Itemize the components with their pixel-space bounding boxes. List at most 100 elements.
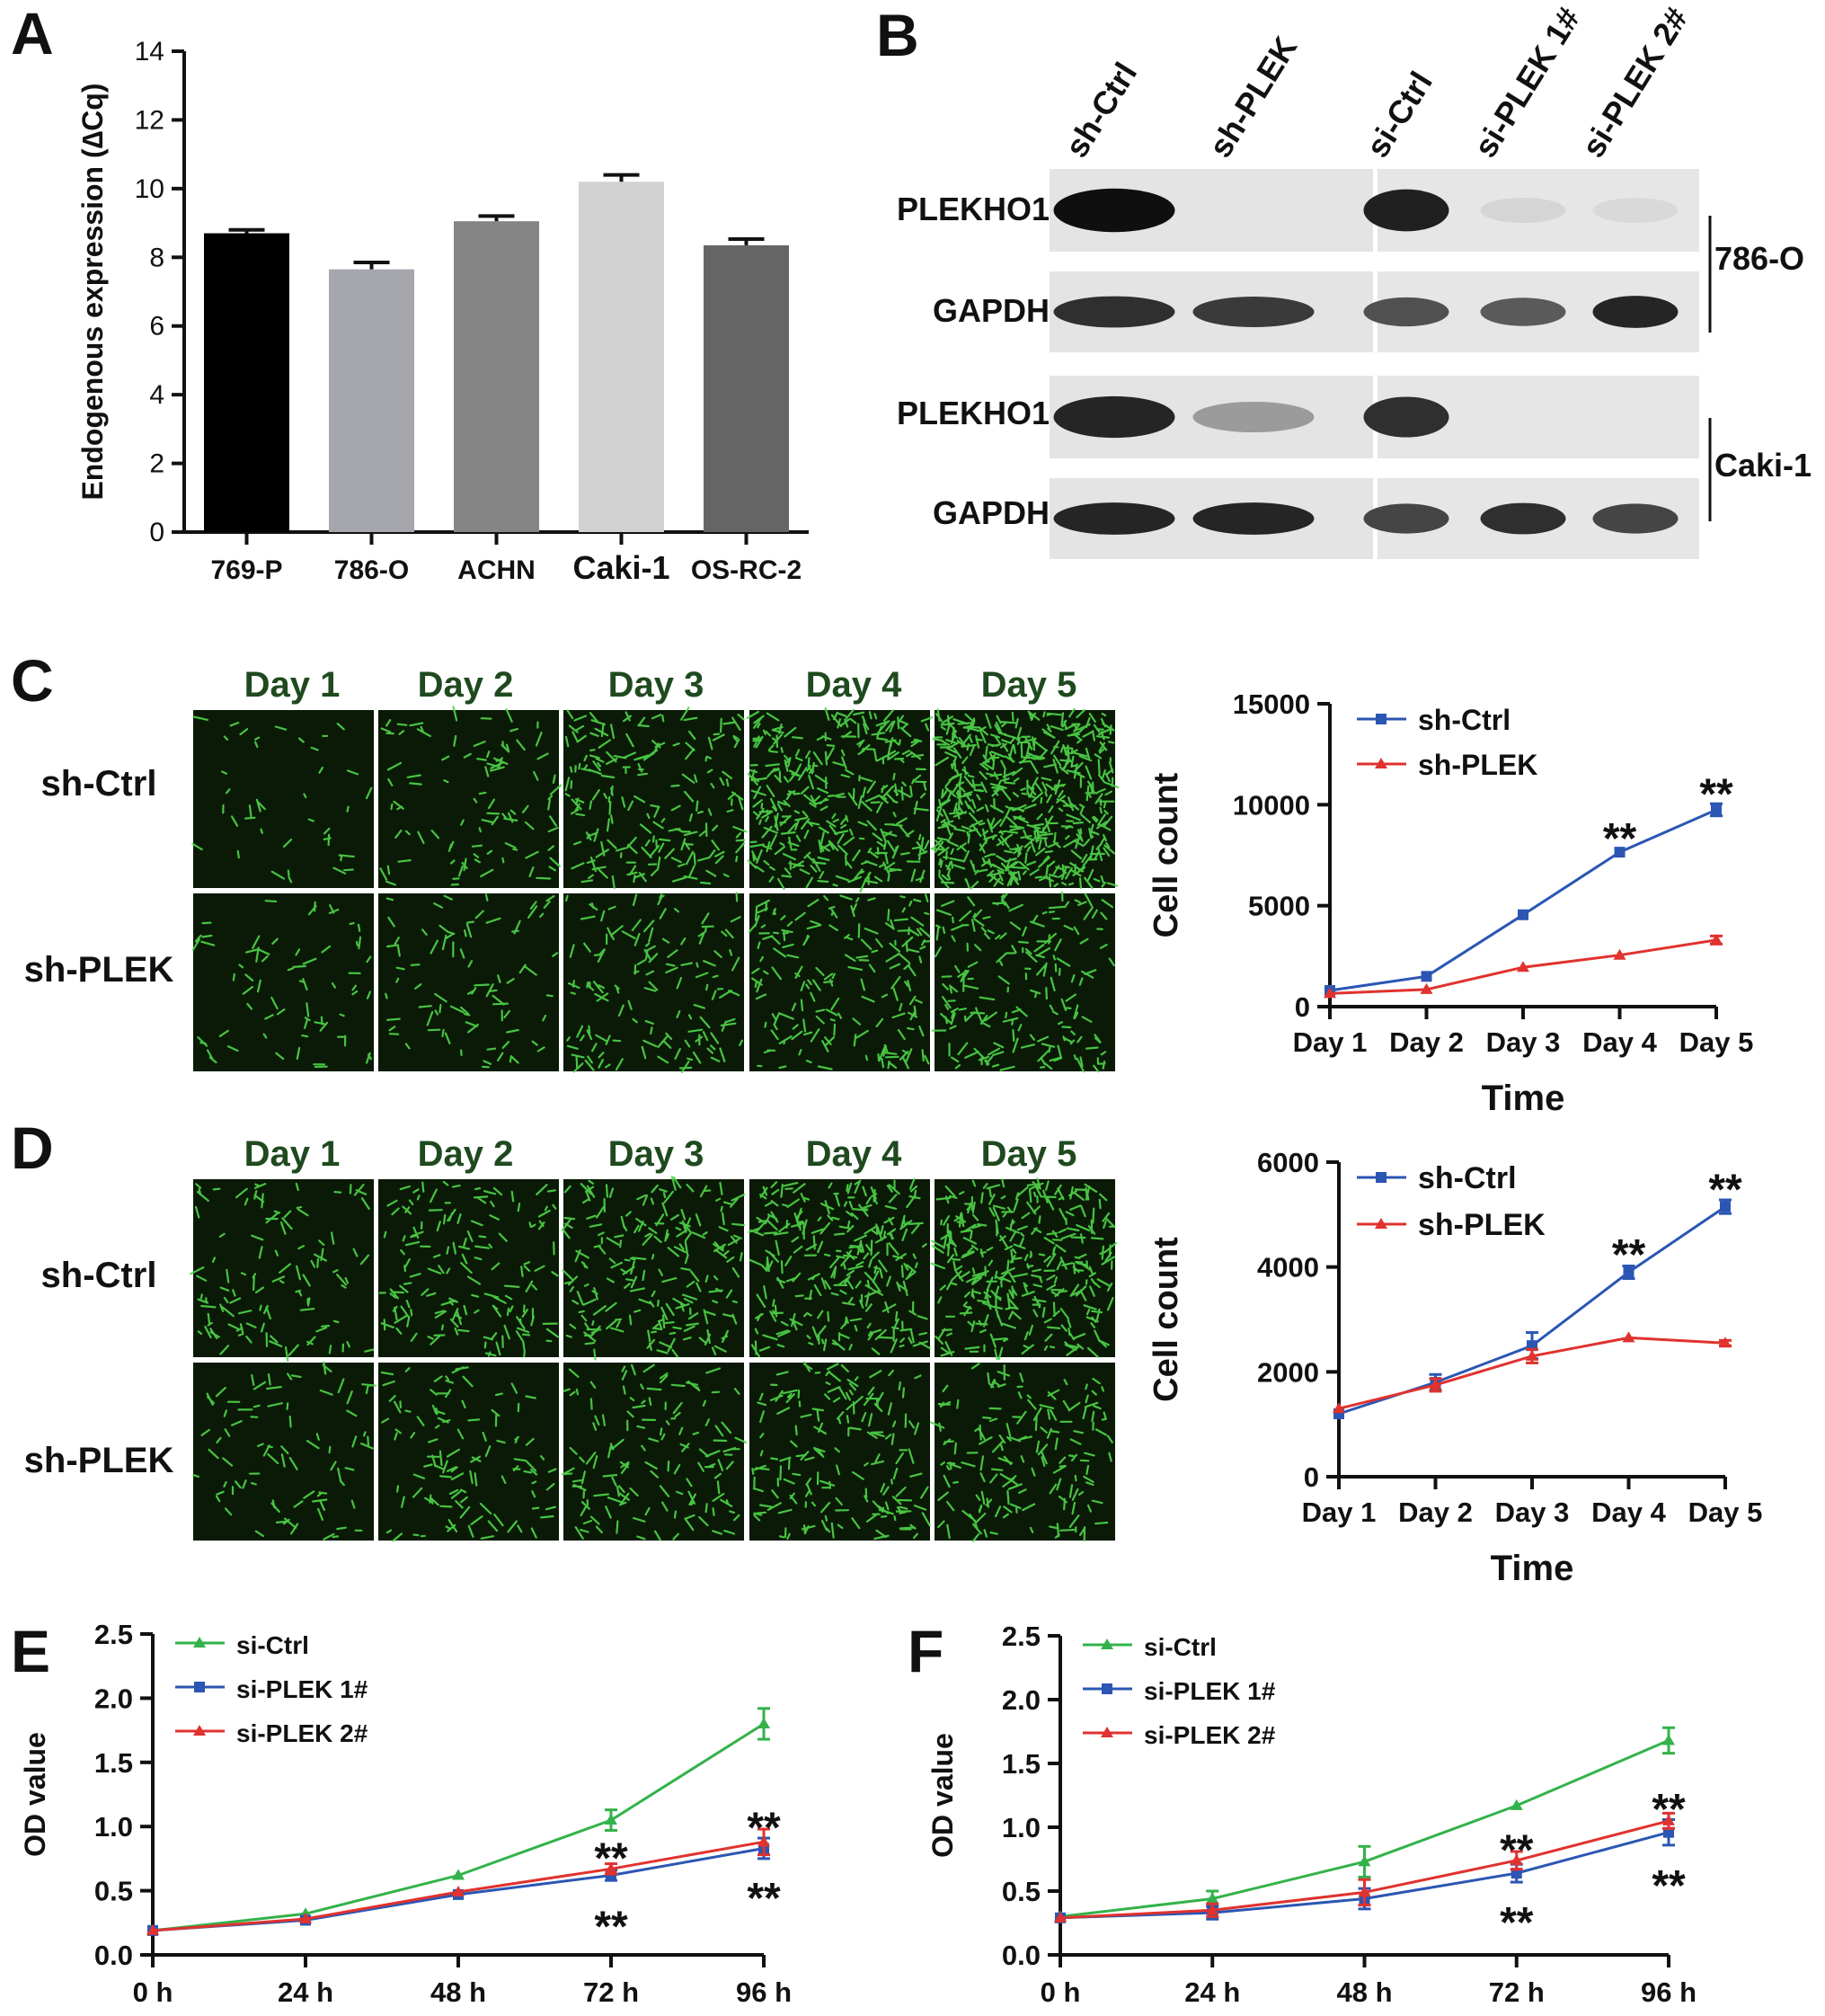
- western-blot-b: sh-Ctrl sh-PLEK si-Ctrl si-PLEK 1#si-PLEK 2…: [897, 1, 1812, 559]
- y-tick-label: 1.5: [1002, 1748, 1041, 1780]
- y-tick-label: 0: [149, 518, 164, 547]
- legend-marker: [1375, 1218, 1387, 1229]
- data-point: [605, 1814, 617, 1825]
- y-tick-label: 1.0: [1002, 1812, 1041, 1843]
- data-point: [1622, 1331, 1635, 1343]
- y-tick-label: 10000: [1233, 789, 1310, 821]
- legend-marker: [1376, 1172, 1386, 1183]
- data-point: [1614, 847, 1626, 858]
- data-point: [452, 1869, 465, 1880]
- data-point: [1526, 1349, 1538, 1361]
- lane-label: sh-PLEK: [1201, 30, 1304, 164]
- significance-marker: **: [1708, 1166, 1742, 1213]
- x-tick-label: Day 1: [1302, 1496, 1377, 1528]
- micrograph-image: [378, 1363, 559, 1541]
- cell-texture: [561, 1176, 746, 1361]
- data-point: [1358, 1886, 1371, 1897]
- panel-label-b: B: [876, 2, 919, 68]
- legend-marker: [1101, 1639, 1113, 1649]
- cell-texture: [930, 1177, 1118, 1361]
- significance-marker: **: [1699, 771, 1733, 819]
- micrograph-column-label: Day 5: [981, 1134, 1077, 1174]
- legend-marker: [1102, 1683, 1112, 1694]
- legend-label: sh-Ctrl: [1418, 1161, 1517, 1195]
- cell-texture: [378, 1180, 559, 1358]
- lane-label: si-PLEK 2#: [1574, 1, 1695, 164]
- data-point: [1510, 1798, 1523, 1810]
- micrograph-image: [378, 893, 559, 1071]
- data-point: [1662, 1734, 1675, 1745]
- bar: [704, 244, 789, 532]
- blot-band: [1592, 296, 1679, 328]
- y-tick-label: 1.5: [94, 1747, 133, 1779]
- significance-marker: **: [747, 1875, 781, 1923]
- x-tick-label: 0 h: [133, 1976, 173, 2008]
- micrograph-row-label: sh-PLEK: [24, 1441, 174, 1480]
- panel-label-f: F: [908, 1618, 944, 1684]
- legend-marker: [1101, 1727, 1113, 1737]
- x-tick-label: Day 5: [1688, 1496, 1763, 1528]
- y-tick-label: 0.0: [1002, 1940, 1041, 1971]
- significance-marker: **: [1500, 1826, 1534, 1874]
- micrograph-image: [749, 893, 930, 1071]
- micrograph-column-label: Day 5: [981, 665, 1077, 705]
- y-tick-label: 12: [135, 105, 164, 135]
- x-tick-label: Day 3: [1486, 1026, 1561, 1058]
- cell-texture: [564, 706, 748, 890]
- data-point: [299, 1913, 312, 1924]
- blot-band: [1592, 503, 1679, 534]
- cell-texture: [746, 706, 934, 893]
- cell-line-label: Caki-1: [1714, 447, 1812, 484]
- x-tick-label: Day 4: [1582, 1026, 1657, 1058]
- x-tick-label: 24 h: [278, 1976, 333, 2008]
- micrograph-column-label: Day 1: [244, 665, 341, 705]
- cell-texture: [191, 715, 373, 884]
- panel-label-e: E: [11, 1618, 50, 1684]
- micrograph-row-label: sh-Ctrl: [41, 1256, 157, 1295]
- blot-band: [1053, 296, 1175, 328]
- line-chart-e: 0.0 0.5 1.0 1.5 2.0 2.5 0 h 24 h 48 h 72 h 96 h OD …: [19, 1619, 792, 2008]
- blot-band: [1192, 401, 1315, 433]
- micrograph-image: [749, 1179, 930, 1357]
- data-point: [452, 1886, 465, 1897]
- x-tick-label: 769-P: [210, 555, 282, 585]
- data-point: [1421, 971, 1432, 982]
- micrograph-column-label: Day 4: [806, 1134, 902, 1174]
- blot-band: [1480, 502, 1566, 535]
- bar-chart-a: 0 2 4 6 8 10 12 14 Endogenous expression (∆Cq) 76…: [76, 37, 809, 586]
- x-tick-label: 0 h: [1041, 1976, 1081, 2008]
- x-tick-label: Day 2: [1398, 1496, 1473, 1528]
- micrograph-image: [193, 1363, 374, 1541]
- legend-label: si-PLEK 2#: [236, 1719, 368, 1747]
- line-chart-f: 0.0 0.5 1.0 1.5 2.0 2.5 0 h 24 h 48 h 72 h 96 h OD …: [926, 1621, 1697, 2008]
- y-tick-label: 0: [1304, 1461, 1319, 1493]
- x-tick-label: Day 5: [1679, 1026, 1754, 1058]
- y-axis-label: Cell count: [1147, 772, 1185, 937]
- y-axis-label: Cell count: [1147, 1237, 1185, 1402]
- micrographs-c: Day 1 Day 2 Day 3 Day 4 Day 5 sh-Ctrl sh-PLEK: [24, 665, 1120, 1074]
- micrograph-column-label: Day 2: [418, 665, 514, 705]
- lane-label: sh-Ctrl: [1058, 56, 1144, 164]
- y-tick-label: 5000: [1248, 891, 1310, 922]
- y-tick-label: 10: [135, 174, 164, 204]
- data-point: [1711, 804, 1722, 815]
- micrograph-column-label: Day 2: [418, 1134, 514, 1174]
- cell-texture: [380, 1366, 557, 1542]
- legend-label: si-PLEK 2#: [1144, 1721, 1276, 1749]
- micrograph-image: [193, 710, 374, 888]
- panel-label-c: C: [11, 647, 54, 714]
- data-point: [1720, 1201, 1731, 1212]
- blot-band: [1192, 502, 1315, 535]
- x-tick-label: Day 3: [1495, 1496, 1570, 1528]
- micrograph-column-label: Day 3: [608, 665, 704, 705]
- data-point: [1710, 933, 1723, 945]
- legend-label: si-Ctrl: [1144, 1633, 1217, 1661]
- data-point: [1333, 1402, 1345, 1414]
- data-point: [1206, 1904, 1219, 1915]
- x-tick-label: 786-O: [334, 555, 409, 585]
- blot-band: [1480, 197, 1566, 224]
- significance-marker: **: [594, 1903, 628, 1950]
- cell-texture: [565, 892, 743, 1074]
- y-tick-label: 2.0: [94, 1683, 133, 1714]
